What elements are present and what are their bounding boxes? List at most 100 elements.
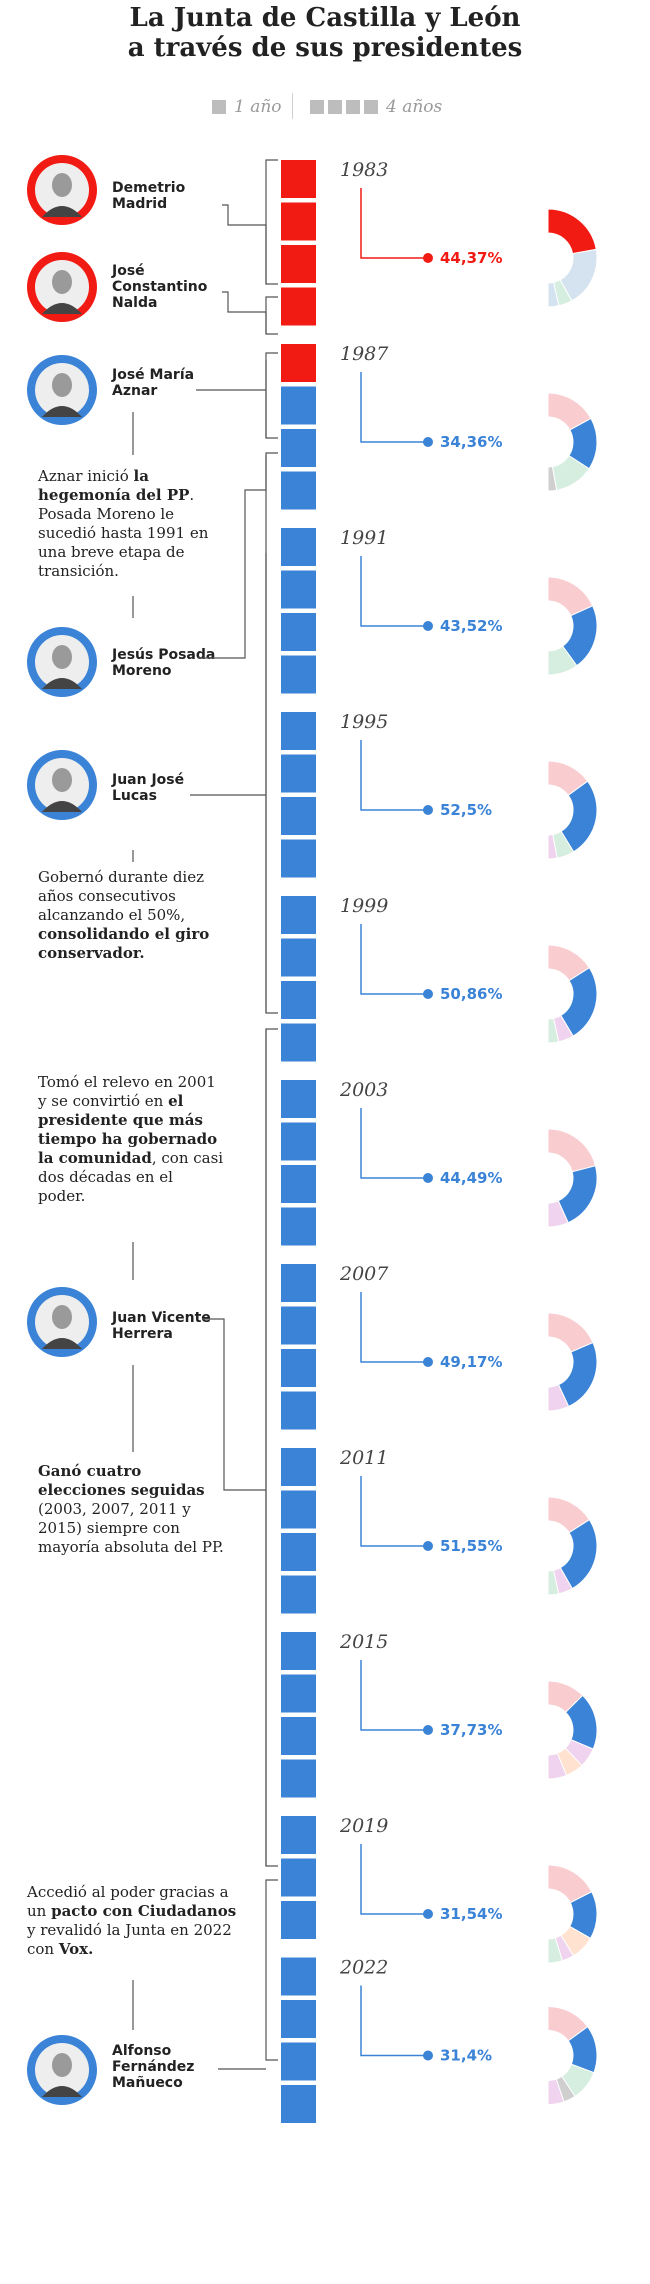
donut-slice-2011-3 xyxy=(547,1569,560,1596)
election-year-2015: 2015 xyxy=(339,1631,388,1653)
president-name-aznar: José María Aznar xyxy=(112,367,195,399)
election-year-2019: 2019 xyxy=(339,1815,388,1837)
paragraph-herrera-elecciones: Ganó cuatro elecciones seguidas (2003, 2… xyxy=(38,1462,224,1557)
leader-dot-2019 xyxy=(423,1909,433,1919)
year-square-2007 xyxy=(281,1264,316,1302)
year-square-2015 xyxy=(281,1632,316,1670)
legend-four-years-label: 4 años xyxy=(386,97,443,117)
winner-pct-2019: 31,54% xyxy=(440,1905,502,1923)
paragraph-segment: Aznar inició xyxy=(38,467,134,485)
election-year-2007: 2007 xyxy=(339,1263,389,1285)
connector-lucas xyxy=(190,553,267,1013)
leader-line-2007 xyxy=(360,1292,428,1363)
title-line-1: La Junta de Castilla y León xyxy=(129,3,521,33)
year-square-1988 xyxy=(281,386,316,425)
leader-line-2022 xyxy=(360,1985,428,2057)
year-square-1983 xyxy=(281,160,316,198)
leader-dot-2003 xyxy=(423,1173,433,1183)
legend-four-years-square-1 xyxy=(310,100,324,114)
president-name-posada: Jesús Posada Moreno xyxy=(112,647,216,679)
year-square-1997 xyxy=(281,797,316,835)
paragraph-lucas: Gobernó durante diez años consecutivos a… xyxy=(38,868,224,963)
portrait-manueco-avatar xyxy=(27,2035,97,2105)
leader-dot-2007 xyxy=(423,1357,433,1367)
paragraph-segment: Gobernó durante diez años consecutivos a… xyxy=(38,868,205,924)
president-name-demetrio: Demetrio Madrid xyxy=(112,180,186,212)
leader-dot-2015 xyxy=(423,1725,433,1735)
donut-slice-1987-3 xyxy=(547,466,558,492)
year-square-1994 xyxy=(281,655,316,694)
donut-slice-1991-2 xyxy=(547,645,578,676)
year-square-2014 xyxy=(281,1575,316,1614)
year-square-2016 xyxy=(281,1674,316,1713)
bracket-nalda xyxy=(265,296,278,335)
donut-slice-2003-0 xyxy=(547,1128,597,1173)
year-square-2012 xyxy=(281,1490,316,1529)
donut-slice-2022-4 xyxy=(547,2078,565,2106)
legend-one-year-label: 1 año xyxy=(234,97,282,117)
donut-slice-2007-2 xyxy=(547,1384,570,1412)
legend-four-years-square-4 xyxy=(364,100,378,114)
year-square-1990 xyxy=(281,471,316,510)
year-square-1984 xyxy=(281,202,316,241)
year-square-1989 xyxy=(281,429,316,467)
year-square-2021 xyxy=(281,1901,316,1939)
president-name-nalda: José Constantino Nalda xyxy=(112,263,208,311)
leader-line-2003 xyxy=(360,1108,428,1179)
president-name-herrera: Juan Vicente Herrera xyxy=(112,1310,211,1342)
year-square-1993 xyxy=(281,613,316,651)
year-square-2024 xyxy=(281,2042,316,2081)
portrait-aznar-avatar xyxy=(27,355,97,425)
legend-one-year-square xyxy=(212,100,226,114)
winner-pct-1991: 43,52% xyxy=(440,617,502,635)
year-square-2025 xyxy=(281,2085,316,2123)
winner-pct-1983: 44,37% xyxy=(440,249,502,267)
legend-four-years-square-2 xyxy=(328,100,342,114)
year-square-2017 xyxy=(281,1717,316,1755)
election-markers: 1983 44,37% 1987 34,36% 1991 43,52% 1995 52,5% 1… xyxy=(339,159,598,2106)
donut-slice-1983-3 xyxy=(547,281,560,308)
leader-line-1995 xyxy=(360,740,428,811)
leader-line-1991 xyxy=(360,556,428,627)
leader-line-1999 xyxy=(360,924,428,995)
year-square-2000 xyxy=(281,938,316,977)
year-square-2013 xyxy=(281,1533,316,1571)
leader-line-2011 xyxy=(360,1476,428,1547)
bracket-herrera xyxy=(265,1028,278,1867)
election-year-1983: 1983 xyxy=(340,159,388,181)
portrait-demetrio-madrid-avatar xyxy=(27,155,97,225)
connector-aznar xyxy=(196,360,267,438)
leader-dot-2022 xyxy=(423,2050,433,2061)
legend-four-years-square-3 xyxy=(346,100,360,114)
election-year-1987: 1987 xyxy=(340,343,389,365)
year-square-2003 xyxy=(281,1080,316,1118)
winner-pct-1987: 34,36% xyxy=(440,433,502,451)
president-name-lucas: Juan José Lucas xyxy=(112,772,185,804)
donut-slice-1983-0 xyxy=(547,208,597,255)
brackets xyxy=(265,159,278,2061)
year-square-2004 xyxy=(281,1122,316,1161)
year-square-2019 xyxy=(281,1816,316,1854)
election-year-2022: 2022 xyxy=(339,1957,388,1979)
bracket-demetrio xyxy=(265,159,278,285)
winner-pct-2003: 44,49% xyxy=(440,1169,502,1187)
winner-pct-2011: 51,55% xyxy=(440,1537,502,1555)
paragraph-segment: Accedió al poder gracias a un xyxy=(27,1883,229,1920)
paragraph-segment: consolidando el giro conservador. xyxy=(38,925,210,962)
year-square-1985 xyxy=(281,245,316,283)
year-square-2008 xyxy=(281,1306,316,1345)
election-year-1991: 1991 xyxy=(340,527,388,549)
leader-dot-1999 xyxy=(423,989,433,999)
year-square-1995 xyxy=(281,712,316,750)
election-year-2011: 2011 xyxy=(339,1447,388,1469)
paragraph-segment: (2003, 2007, 2011 y 2015) siempre con ma… xyxy=(38,1500,224,1556)
leader-dot-1995 xyxy=(423,805,433,815)
bracket-manueco xyxy=(265,1879,278,2061)
paragraph-segment: la hegemonía del PP xyxy=(38,467,190,504)
year-square-2022 xyxy=(281,1957,316,1996)
leader-dot-1983 xyxy=(423,253,433,263)
winner-pct-1999: 50,86% xyxy=(440,985,502,1003)
year-squares xyxy=(281,160,316,2123)
donut-slice-2019-4 xyxy=(547,1937,563,1964)
